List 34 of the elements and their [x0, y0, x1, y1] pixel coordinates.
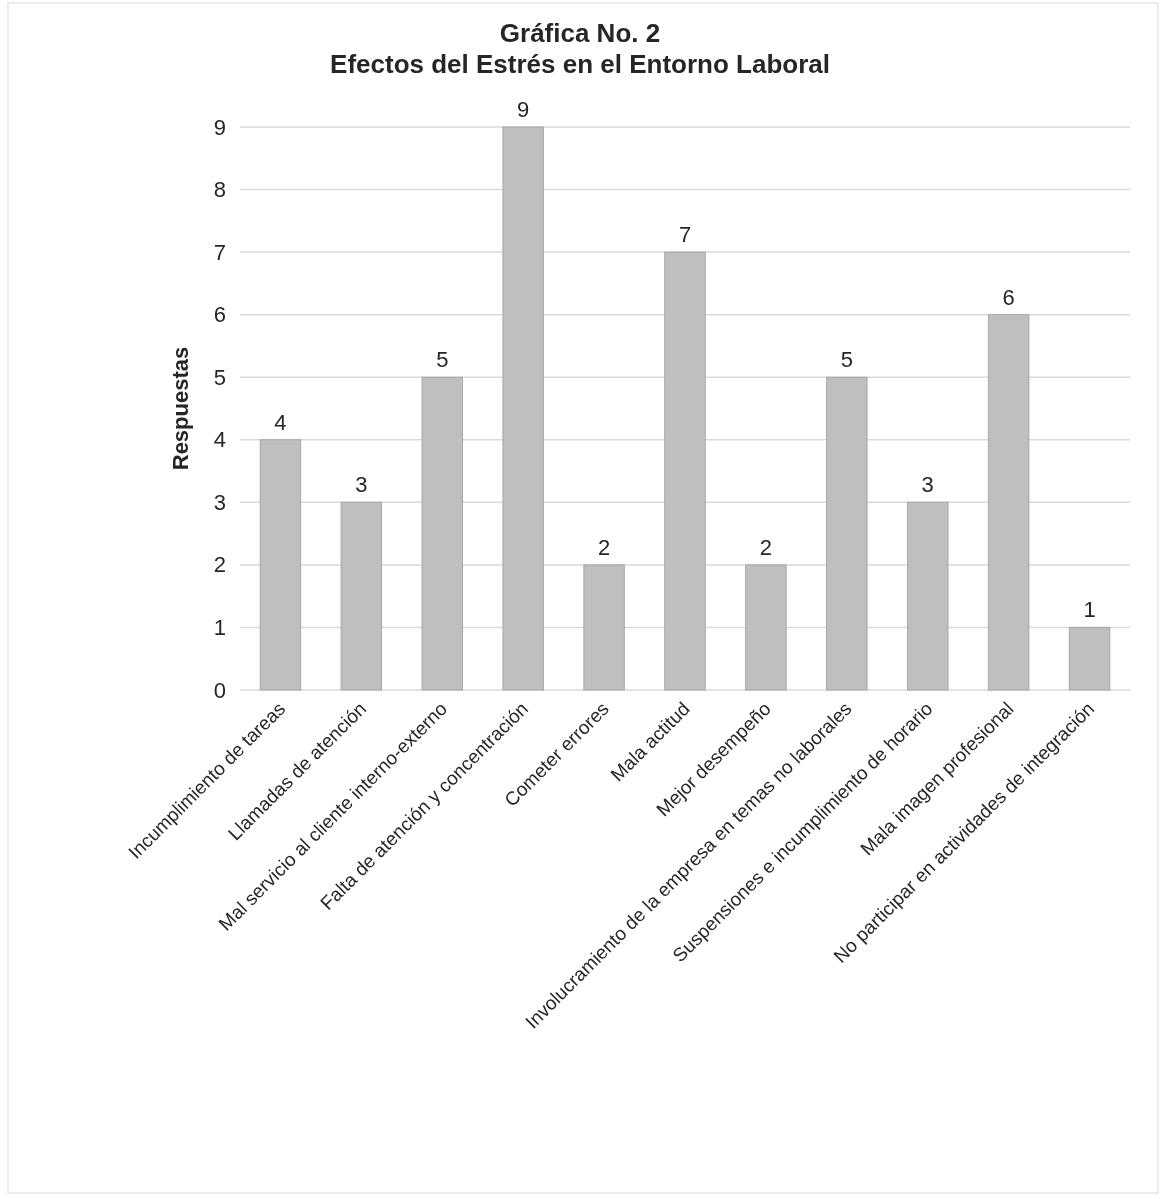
y-tick-label: 7: [213, 239, 226, 265]
bar: [907, 501, 949, 691]
bar: [502, 126, 544, 691]
bar: [664, 251, 706, 691]
bar: [583, 564, 625, 691]
y-tick-label: 4: [213, 427, 226, 453]
data-label: 7: [678, 222, 692, 248]
y-tick-label: 0: [213, 677, 226, 703]
data-label: 2: [597, 534, 611, 560]
data-label: 9: [517, 97, 530, 122]
y-tick-label: 5: [213, 364, 226, 390]
bar: [1068, 626, 1111, 691]
y-axis-title: Respuestas: [168, 346, 193, 471]
y-tick-label: 1: [213, 614, 226, 640]
data-label: 1: [1083, 597, 1096, 623]
data-label: 5: [840, 347, 853, 373]
chart-title: Gráfica No. 2 Efectos del Estrés en el Entorno Laboral: [330, 18, 830, 79]
data-label: 2: [759, 534, 773, 560]
y-tick-label: 8: [213, 177, 226, 203]
data-label: 6: [1002, 284, 1015, 310]
bar: [340, 501, 383, 691]
data-label: 3: [355, 472, 368, 498]
y-tick-label: 6: [213, 302, 226, 328]
y-tick-label: 2: [213, 552, 226, 578]
bar: [987, 314, 1030, 691]
bar: [826, 376, 868, 691]
bar: [259, 439, 302, 691]
y-tick-label: 3: [213, 489, 226, 515]
data-label: 3: [921, 472, 934, 498]
y-tick-label: 9: [213, 114, 226, 140]
bar: [421, 376, 463, 691]
data-label: 5: [436, 347, 449, 373]
bar: [745, 564, 787, 691]
data-label: 4: [274, 409, 287, 435]
